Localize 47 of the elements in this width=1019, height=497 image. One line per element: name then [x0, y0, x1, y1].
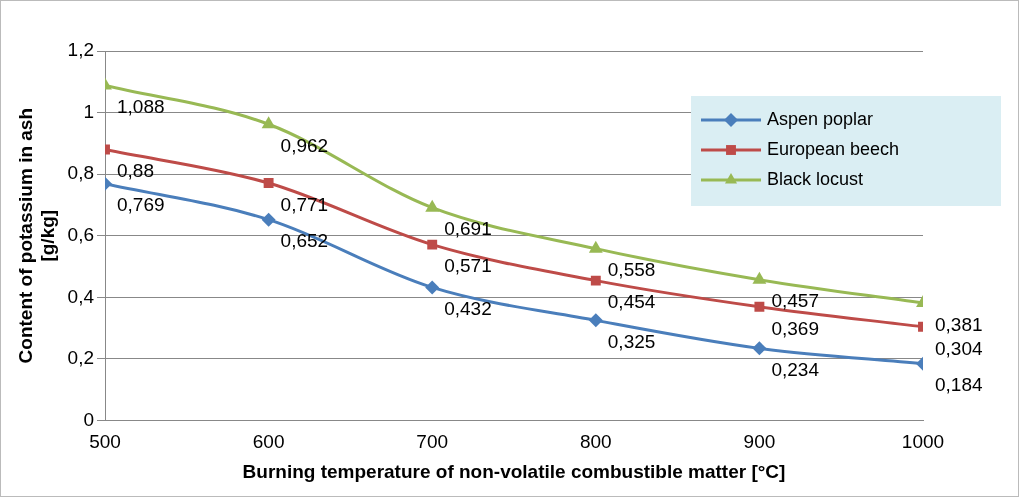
- data-label: 0,771: [280, 193, 329, 215]
- x-axis-title: Burning temperature of non-volatile combustible matter [°C]: [242, 460, 786, 482]
- y-tick-label: 0,8: [67, 162, 95, 184]
- data-label: 0,88: [117, 160, 154, 182]
- data-label: 0,184: [935, 374, 983, 396]
- point: [427, 239, 438, 250]
- x-tick-label: 700: [416, 431, 449, 453]
- point: [263, 178, 274, 189]
- data-label: 0,558: [607, 259, 656, 281]
- point: [261, 116, 276, 129]
- data-label: 0,325: [607, 331, 656, 353]
- point: [590, 275, 601, 286]
- data-label: 0,652: [280, 230, 329, 252]
- y-axis-title: Content of potassium in ash [g/kg]: [14, 107, 59, 364]
- y-tick-label: 1: [83, 100, 95, 122]
- x-tick-label: 500: [89, 431, 121, 453]
- y-tick-label: 0,4: [67, 285, 95, 307]
- data-label: 0,432: [444, 298, 492, 320]
- legend-label: European beech: [767, 138, 900, 159]
- y-tick-label: 0,6: [67, 223, 95, 245]
- data-label: 0,769: [117, 194, 165, 216]
- point: [754, 301, 765, 312]
- data-label: 0,691: [444, 218, 492, 240]
- data-label: 0,369: [771, 317, 819, 339]
- legend-label: Aspen poplar: [767, 108, 874, 129]
- x-tick-label: 1000: [901, 431, 945, 453]
- data-label: 0,454: [607, 291, 656, 313]
- data-label: 1,088: [117, 96, 165, 118]
- data-label: 0,457: [771, 290, 819, 312]
- point: [425, 199, 440, 212]
- point: [261, 212, 276, 227]
- data-label: 0,234: [771, 359, 820, 381]
- data-label: 0,381: [935, 313, 983, 335]
- y-tick-label: 0,2: [67, 347, 95, 369]
- x-tick-label: 800: [579, 431, 612, 453]
- x-tick-label: 900: [743, 431, 776, 453]
- y-tick-label: 1,2: [67, 39, 95, 61]
- point: [588, 313, 603, 328]
- data-label: 0,304: [935, 337, 983, 359]
- y-tick-label: 0: [83, 408, 95, 430]
- point: [752, 341, 767, 356]
- legend-label: Black locust: [767, 168, 864, 189]
- point: [752, 271, 767, 284]
- data-label: 0,571: [444, 255, 492, 277]
- point: [588, 240, 603, 253]
- x-tick-label: 600: [252, 431, 285, 453]
- point: [425, 280, 440, 295]
